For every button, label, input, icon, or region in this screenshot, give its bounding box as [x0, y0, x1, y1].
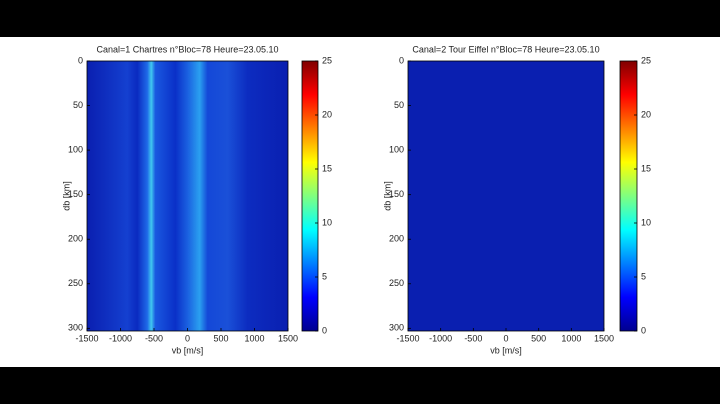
- x-tick-label: 0: [503, 333, 508, 343]
- x-tick-label: 0: [185, 333, 190, 343]
- y-axis-label: db [km]: [382, 181, 392, 211]
- colorbar-tick-label: 0: [322, 325, 327, 335]
- y-axis-label: db [km]: [61, 181, 71, 211]
- y-tick-label: 150: [68, 189, 83, 199]
- x-tick-label: -1000: [109, 333, 132, 343]
- x-tick-label: -500: [145, 333, 163, 343]
- x-tick-label: -500: [464, 333, 482, 343]
- colorbar: [302, 61, 318, 331]
- y-tick-label: 150: [389, 189, 404, 199]
- x-axis-label: vb [m/s]: [172, 345, 204, 355]
- colorbar-tick-label: 5: [322, 271, 327, 281]
- colorbar-tick-label: 15: [322, 163, 332, 173]
- y-tick-label: 200: [389, 234, 404, 244]
- colorbar-tick-label: 0: [641, 325, 646, 335]
- y-tick-label: 0: [78, 55, 83, 65]
- x-tick-label: 1000: [561, 333, 581, 343]
- colorbar-tick-label: 25: [641, 55, 651, 65]
- y-tick-label: 50: [73, 100, 83, 110]
- colorbar: [620, 61, 637, 331]
- colorbar-tick-label: 20: [322, 109, 332, 119]
- x-tick-label: -1500: [75, 333, 98, 343]
- y-tick-label: 250: [389, 278, 404, 288]
- y-tick-label: 100: [68, 144, 83, 154]
- colorbar-tick-label: 10: [641, 217, 651, 227]
- y-tick-label: 300: [389, 323, 404, 333]
- x-tick-label: 500: [531, 333, 546, 343]
- y-tick-label: 50: [394, 100, 404, 110]
- colorbar-tick-label: 25: [322, 55, 332, 65]
- colorbar-frame: [301, 60, 319, 332]
- y-tick-label: 100: [389, 144, 404, 154]
- x-tick-label: 500: [213, 333, 228, 343]
- y-tick-label: 300: [68, 323, 83, 333]
- x-axis-label: vb [m/s]: [490, 345, 522, 355]
- colorbar-tick-label: 5: [641, 271, 646, 281]
- heatmap-image: [408, 61, 604, 331]
- x-tick-label: 1000: [244, 333, 264, 343]
- chart-title: Canal=1 Chartres n°Bloc=78 Heure=23.05.1…: [97, 44, 279, 54]
- y-tick-label: 200: [68, 234, 83, 244]
- colorbar-tick-label: 20: [641, 109, 651, 119]
- colorbar-frame: [619, 60, 638, 332]
- x-tick-label: 1500: [594, 333, 614, 343]
- heatmap-image: [87, 61, 288, 331]
- x-tick-label: -1000: [429, 333, 452, 343]
- x-tick-label: -1500: [396, 333, 419, 343]
- y-tick-label: 0: [399, 55, 404, 65]
- y-tick-label: 250: [68, 278, 83, 288]
- chart-title: Canal=2 Tour Eiffel n°Bloc=78 Heure=23.0…: [412, 44, 599, 54]
- colorbar-tick-label: 15: [641, 163, 651, 173]
- x-tick-label: 1500: [278, 333, 298, 343]
- colorbar-tick-label: 10: [322, 217, 332, 227]
